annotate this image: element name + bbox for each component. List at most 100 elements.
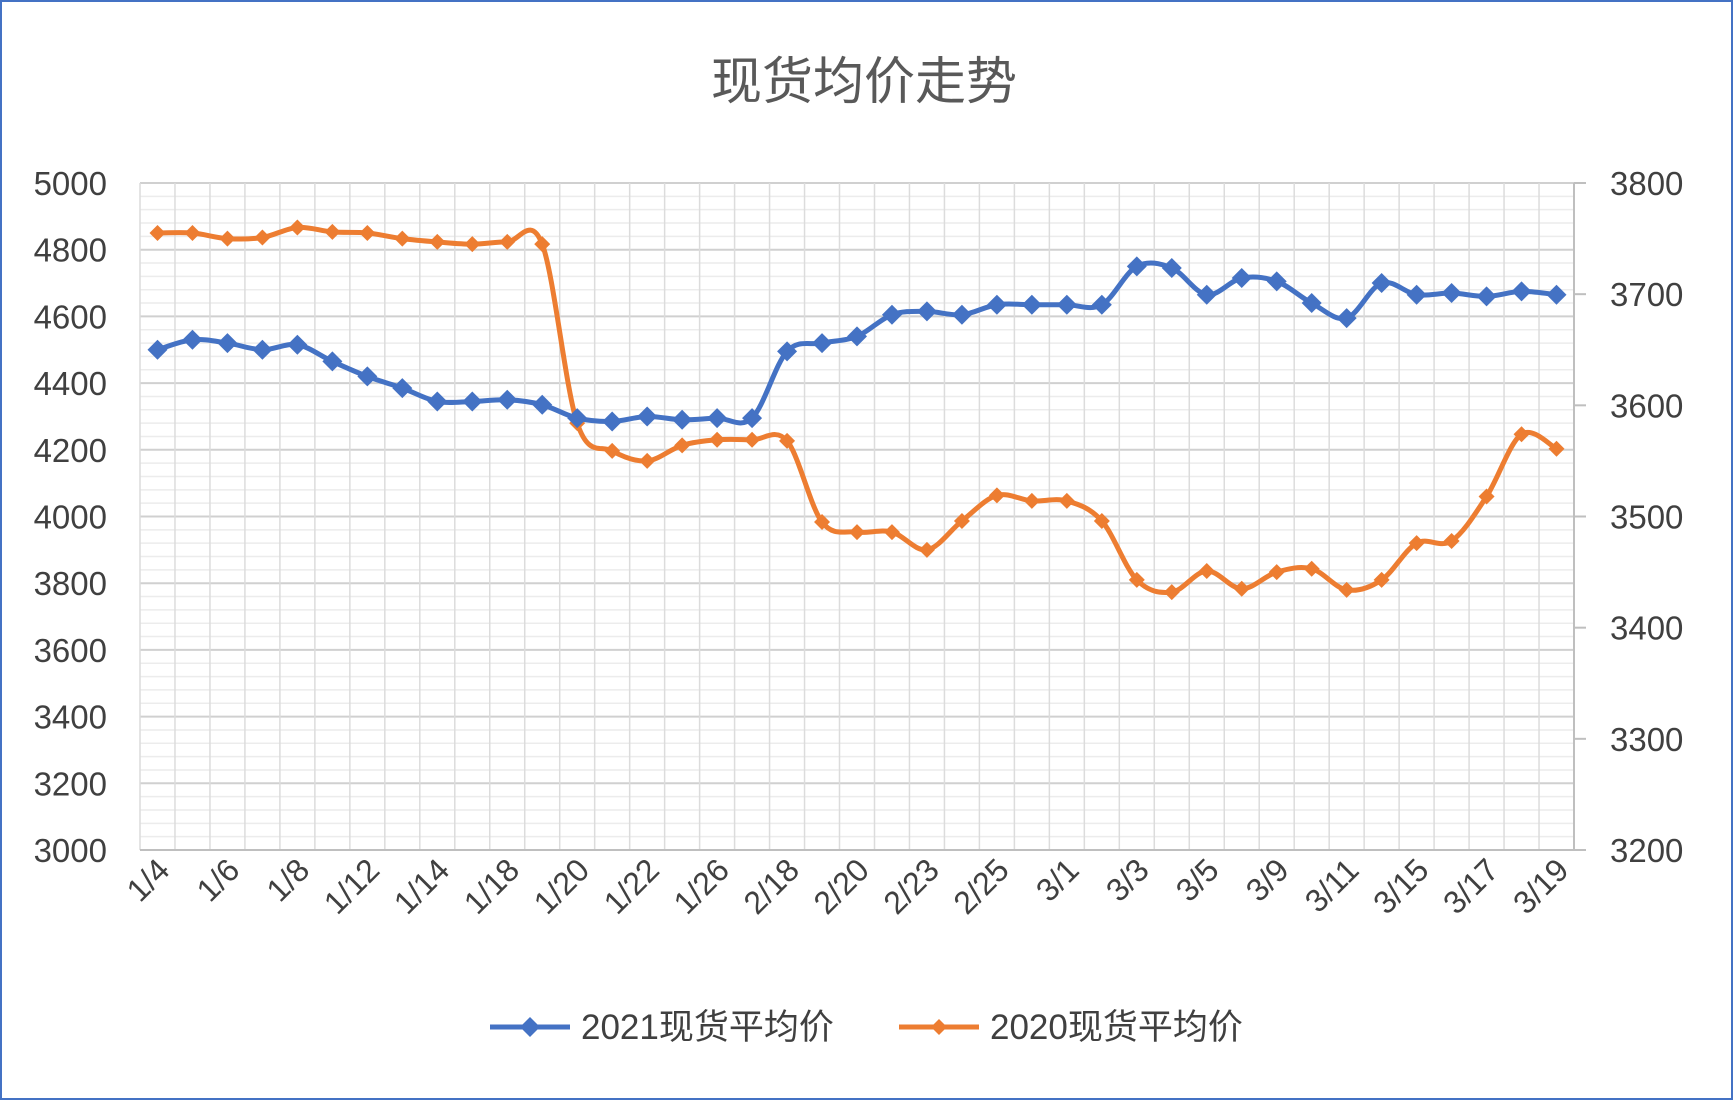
series-layer (147, 219, 1567, 601)
series-2021-point (427, 391, 448, 412)
series-2021-point (217, 333, 238, 354)
series-2020-point (289, 219, 306, 236)
y-right-tick-label: 3200 (1610, 832, 1683, 869)
series-2021-point (707, 408, 728, 429)
y-left-tick-label: 4200 (34, 432, 107, 469)
y-left-tick-label: 3000 (34, 832, 107, 869)
series-2020-point (149, 225, 166, 242)
x-tick-label: 2/25 (946, 851, 1015, 920)
series-2020-point (674, 437, 691, 454)
x-tick-label: 1/26 (667, 851, 736, 920)
series-2020-point (184, 225, 201, 242)
x-tick-label: 2/23 (876, 851, 945, 920)
legend-item-2021: 2021现货平均价 (490, 1008, 834, 1047)
x-tick-label: 1/4 (120, 851, 177, 908)
series-2020-point (464, 236, 481, 253)
series-2020-point (849, 524, 865, 541)
series-2020-point (429, 233, 446, 250)
y-right-tick-label: 3800 (1610, 165, 1683, 202)
x-tick-label: 1/18 (457, 851, 526, 920)
series-2021-point (1441, 283, 1462, 304)
legend-item-2020: 2020现货平均价 (899, 1008, 1243, 1047)
x-tick-label: 3/17 (1436, 851, 1505, 920)
series-2020-point (534, 236, 551, 253)
series-2021-point (1476, 286, 1497, 307)
y-left-tick-label: 4400 (34, 365, 107, 402)
series-2021-point (812, 333, 833, 354)
series-2021-point (1301, 293, 1322, 314)
y-right-tick-label: 3500 (1610, 499, 1683, 536)
legend-swatch-marker (520, 1017, 540, 1037)
series-2020-point (1443, 532, 1460, 549)
series-2021-point (1371, 273, 1392, 294)
series-2020-point (1058, 492, 1075, 509)
x-tick-label: 3/9 (1239, 851, 1296, 908)
series-2020-point (1513, 426, 1530, 443)
series-2020-point (604, 442, 621, 459)
y-right-tick-label: 3400 (1610, 610, 1683, 647)
series-2021-point (1406, 284, 1427, 305)
series-2021-point (357, 366, 378, 387)
series-2021-point (602, 411, 623, 432)
series-2021-point (252, 339, 273, 360)
x-tick-label: 3/11 (1298, 851, 1366, 919)
series-2020-point (394, 230, 411, 247)
series-2021-point (182, 329, 203, 350)
legend-label: 2020现货平均价 (990, 1008, 1243, 1047)
series-2021-point (1161, 258, 1182, 279)
series-2021-point (1021, 294, 1042, 315)
series-2020-point (219, 230, 236, 247)
series-2020-point (814, 514, 831, 531)
series-2020-point (1198, 562, 1215, 579)
series-2021-point (986, 294, 1007, 315)
x-tick-label: 2/18 (737, 851, 806, 920)
series-2020-point (883, 524, 900, 541)
series-2021-point (1336, 308, 1357, 329)
y-right-tick-label: 3300 (1610, 721, 1683, 758)
legend: 2021现货平均价 2020现货平均价 (490, 1008, 1243, 1047)
series-2021-point (742, 408, 763, 429)
series-2021-point (322, 351, 343, 372)
series-2020-point (1163, 584, 1180, 601)
y-left-tick-label: 4800 (34, 232, 107, 269)
series-2020-point (1303, 560, 1320, 577)
series-2020-point (1478, 488, 1495, 505)
series-2021-point (1511, 281, 1532, 302)
x-tick-label: 3/15 (1366, 851, 1435, 920)
grid-layer (139, 182, 1575, 851)
y-left-tick-label: 3600 (34, 632, 107, 669)
x-tick-label: 1/6 (189, 851, 246, 908)
series-2021-point (637, 406, 658, 427)
series-2021-point (881, 304, 902, 325)
series-2021-point (1266, 271, 1287, 292)
series-2020-point (1373, 571, 1390, 588)
series-2020-point (918, 541, 935, 558)
series-2021-point (147, 339, 168, 360)
x-tick-label: 3/3 (1099, 851, 1156, 908)
legend-swatch-marker (931, 1019, 947, 1035)
series-2020-point (1548, 440, 1565, 457)
x-tick-label: 3/5 (1169, 851, 1226, 908)
x-tick-label: 3/1 (1029, 851, 1086, 908)
series-2021-point (916, 301, 937, 322)
series-2021-point (1126, 256, 1147, 277)
series-2021-point (951, 304, 972, 325)
series-2020-point (254, 229, 271, 246)
series-2020-point (1233, 580, 1250, 597)
series-2020-point (324, 223, 341, 240)
y-right-tick-label: 3700 (1610, 276, 1683, 313)
legend-label: 2021现货平均价 (581, 1008, 834, 1047)
series-2021-point (1196, 284, 1217, 305)
x-tick-label: 1/8 (259, 851, 316, 908)
series-2021-point (392, 378, 413, 399)
series-2020-point (779, 432, 796, 449)
series-2020-point (1268, 564, 1285, 581)
series-2021-point (1091, 294, 1112, 315)
series-2021-point (847, 326, 867, 347)
chart-title: 现货均价走势 (711, 53, 1017, 110)
series-2021-point (1056, 294, 1077, 315)
y-left-tick-label: 3400 (34, 699, 107, 736)
series-2021-point (462, 391, 483, 412)
series-2021-point (672, 409, 693, 430)
